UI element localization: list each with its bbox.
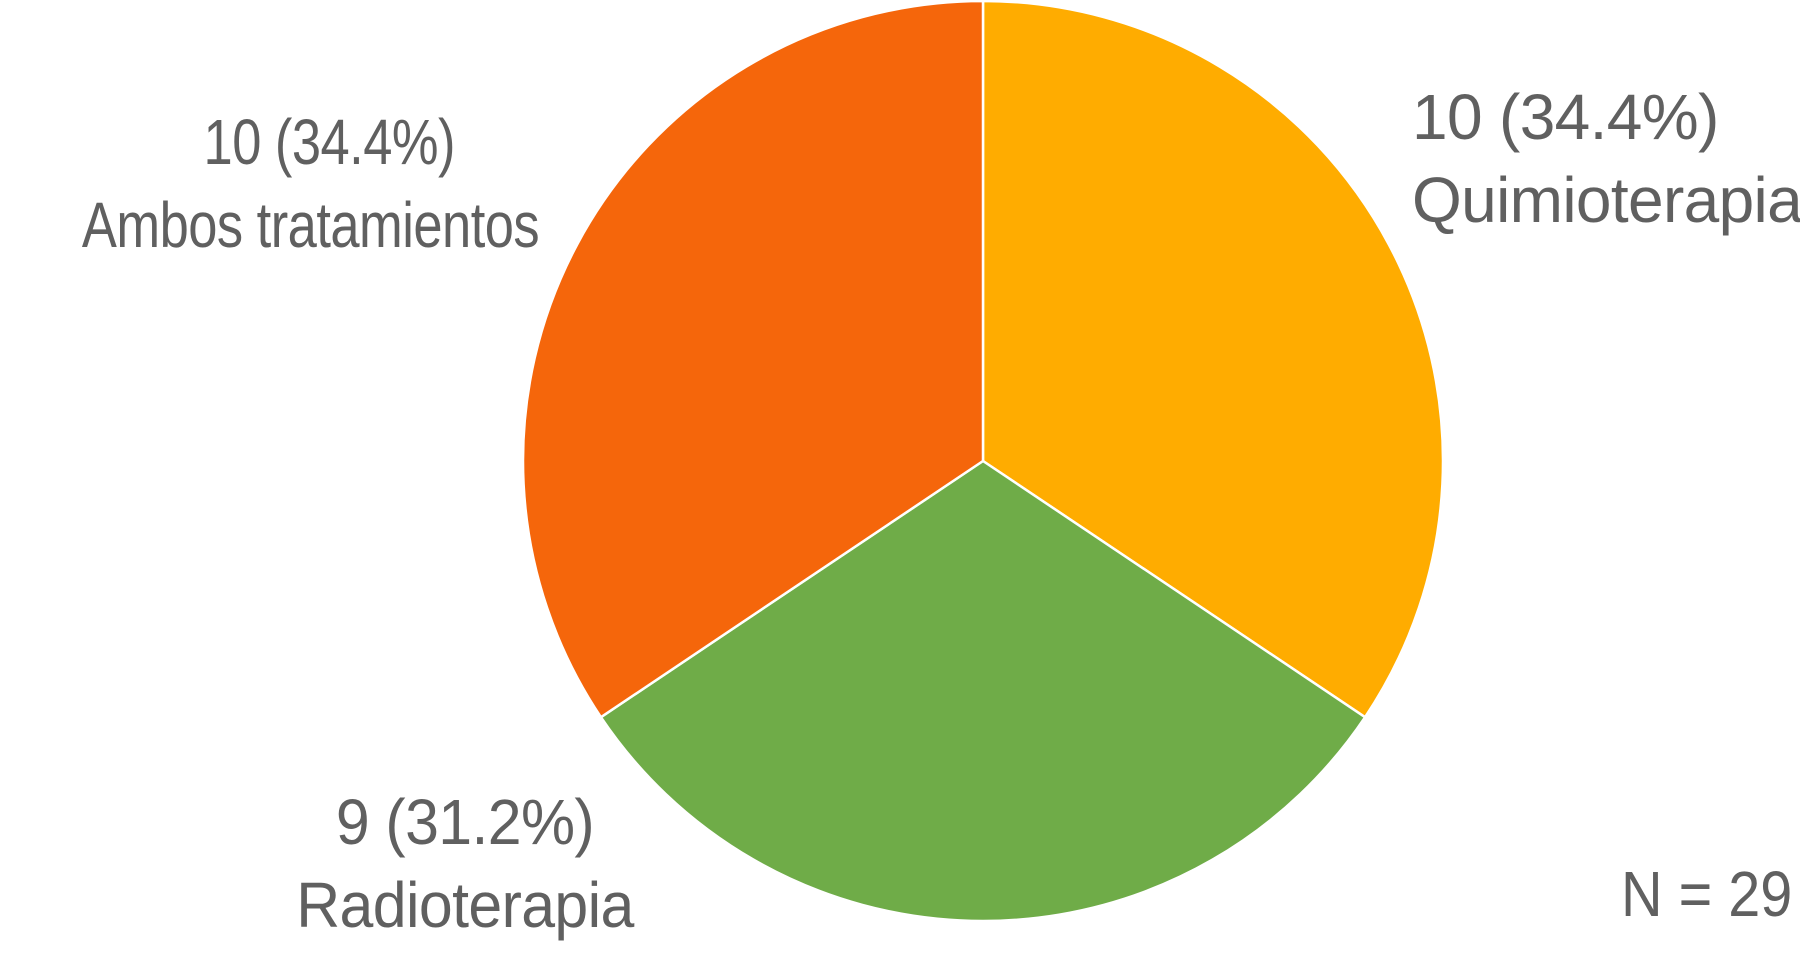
slice-value-ambos-tratamientos: 10 (34.4%) — [203, 106, 456, 178]
sample-size-label: N = 29 — [1620, 858, 1792, 930]
slice-value-radioterapia: 9 (31.2%) — [335, 786, 595, 858]
pie-slice-ambos-tratamientos — [521, 0, 985, 719]
slice-label-ambos-tratamientos: 10 (34.4%) Ambos tratamientos — [81, 101, 540, 267]
pie-slice-radioterapia — [599, 459, 1367, 923]
pie-slice-quimioterapia — [981, 0, 1445, 719]
slice-value-quimioterapia: 10 (34.4%) — [1412, 81, 1719, 153]
slice-name-quimioterapia: Quimioterapia — [1412, 164, 1800, 237]
slice-name-radioterapia: Radioterapia — [296, 869, 634, 942]
slice-label-radioterapia: 9 (31.2%) Radioterapia — [275, 781, 655, 947]
slice-name-ambos-tratamientos: Ambos tratamientos — [81, 189, 540, 262]
slice-label-quimioterapia: 10 (34.4%) Quimioterapia — [1412, 76, 1800, 242]
